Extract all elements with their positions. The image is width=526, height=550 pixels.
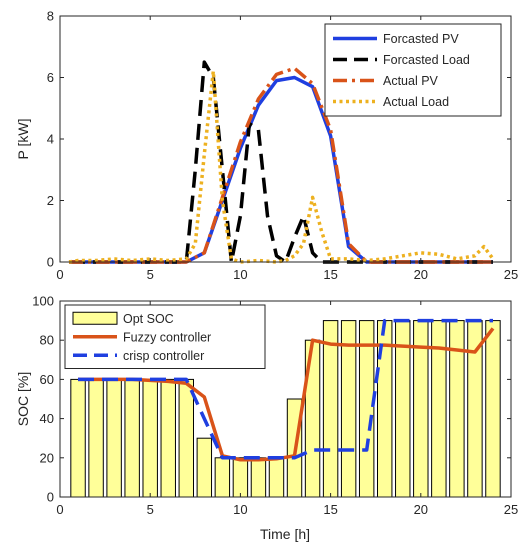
power-chart-x-tick-label: 15 xyxy=(323,267,337,282)
soc-chart-bar xyxy=(196,437,213,498)
soc-chart-legend-label-fuzzy-controller: Fuzzy controller xyxy=(123,330,211,344)
soc-chart-bar xyxy=(214,457,231,498)
soc-chart-series xyxy=(78,318,495,462)
soc-chart-x-tick-label: 0 xyxy=(56,502,63,517)
power-chart-legend: Forcasted PV Forcasted Load Actual PV Actua… xyxy=(324,23,502,117)
power-chart-x-tick-label: 5 xyxy=(147,267,154,282)
power-chart-x-tick-label: 25 xyxy=(504,267,518,282)
soc-chart-bar xyxy=(88,378,104,498)
power-chart-series-actual-load xyxy=(68,69,495,264)
soc-chart-y-tick-label: 80 xyxy=(40,333,54,348)
soc-chart-frame xyxy=(59,300,512,498)
soc-chart-bar xyxy=(358,320,375,498)
power-chart-legend-label-actual-pv: Actual PV xyxy=(383,74,439,88)
power-chart-y-tick-label: 4 xyxy=(47,132,54,147)
soc-chart-bar xyxy=(485,320,501,498)
power-chart-y-tick-label: 6 xyxy=(47,70,54,85)
power-chart-y-axis-label: P [kW] xyxy=(15,119,31,160)
soc-chart-ticks: 0 5 10 15 20 25 0 20 40 60 80 100 xyxy=(32,294,518,518)
power-chart-x-tick-label: 20 xyxy=(414,267,428,282)
soc-chart-y-tick-label: 0 xyxy=(47,490,54,505)
soc-chart-x-tick-label: 5 xyxy=(147,502,154,517)
power-chart-y-tick-label: 2 xyxy=(47,193,54,208)
power-chart-legend-label-forcasted-load: Forcasted Load xyxy=(383,53,470,67)
soc-chart-bar xyxy=(340,320,357,498)
soc-chart-bars xyxy=(70,320,501,498)
soc-chart-bar xyxy=(178,378,194,498)
soc-chart-legend-label-opt-soc: Opt SOC xyxy=(123,312,174,326)
soc-chart-bar xyxy=(449,320,465,498)
soc-chart-legend: Opt SOC Fuzzy controller crisp controller xyxy=(64,304,266,369)
soc-chart-bar xyxy=(70,378,86,498)
soc-chart-y-axis-label: SOC [%] xyxy=(15,372,31,426)
soc-chart-bar xyxy=(124,378,140,498)
soc-chart-legend-label-crisp-controller: crisp controller xyxy=(123,349,204,363)
soc-chart-y-tick-label: 20 xyxy=(40,450,54,465)
soc-chart-bar xyxy=(106,378,122,498)
power-chart-y-tick-label: 8 xyxy=(47,9,54,24)
soc-chart-y-tick-label: 100 xyxy=(32,294,54,309)
soc-chart-series-fuzzy-controller xyxy=(78,327,495,462)
soc-chart-series-crisp-controller xyxy=(78,318,493,460)
soc-chart-y-tick-label: 40 xyxy=(40,411,54,426)
soc-chart-bar xyxy=(160,378,176,498)
power-chart-legend-label-forcasted-pv: Forcasted PV xyxy=(383,32,459,46)
soc-chart-x-tick-label: 15 xyxy=(323,502,337,517)
power-chart-y-tick-label: 0 xyxy=(47,255,54,270)
soc-chart-bar xyxy=(250,457,267,498)
soc-chart-x-tick-label: 25 xyxy=(504,502,518,517)
soc-chart-y-tick-label: 60 xyxy=(40,372,54,387)
soc-chart-x-tick-label: 20 xyxy=(414,502,428,517)
soc-chart-x-axis-label: Time [h] xyxy=(260,526,310,542)
soc-chart-bar xyxy=(322,320,339,498)
soc-chart-legend-swatch-opt-soc xyxy=(72,311,118,325)
power-chart-x-tick-label: 0 xyxy=(56,267,63,282)
soc-chart-bar xyxy=(142,378,158,498)
power-chart-legend-label-actual-load: Actual Load xyxy=(383,95,449,109)
soc-chart-bar xyxy=(232,457,249,498)
soc-chart-x-tick-label: 10 xyxy=(233,502,247,517)
power-chart-ticks: 0 5 10 15 20 25 0 2 4 6 8 xyxy=(47,9,518,283)
soc-chart-bar xyxy=(268,457,285,498)
power-chart-x-tick-label: 10 xyxy=(233,267,247,282)
